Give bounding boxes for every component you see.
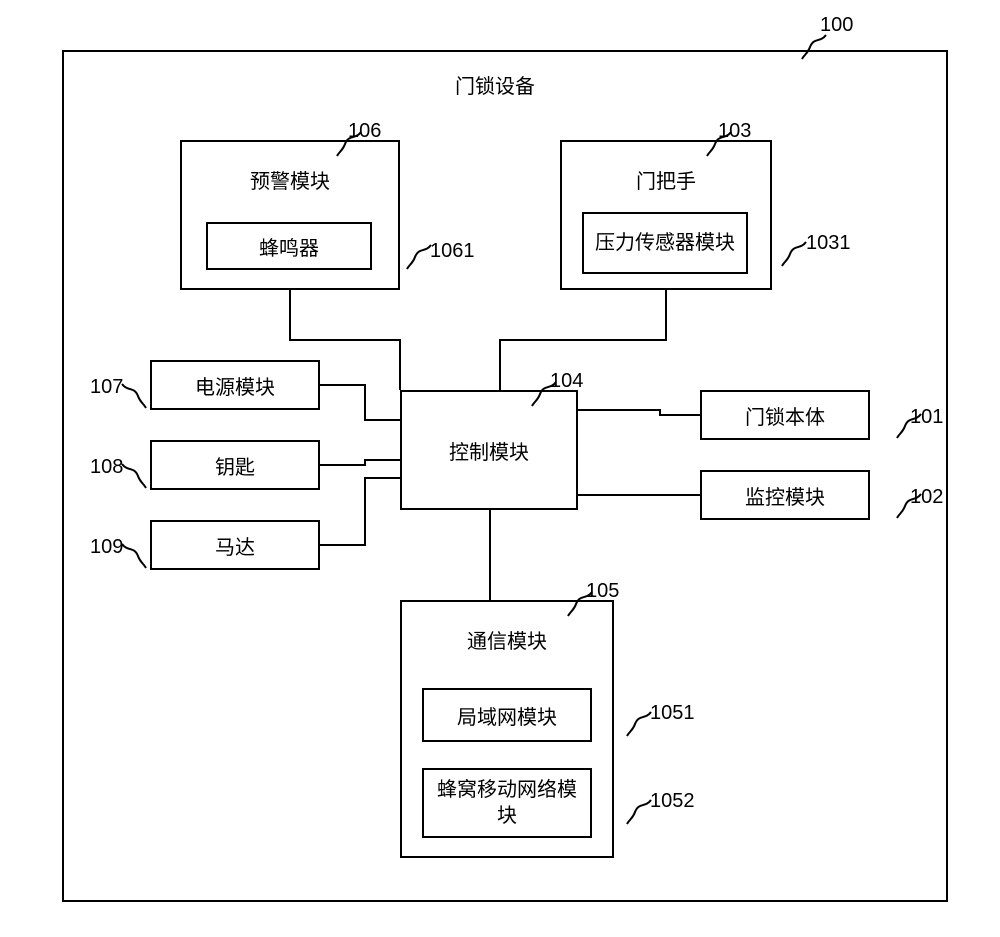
ref-103: 103 [718,120,751,143]
ref-1051: 1051 [650,702,695,725]
box-monitor: 监控模块 [700,470,870,520]
ref-104: 104 [550,370,583,393]
title-alarm_group: 预警模块 [180,165,400,194]
ref-109: 109 [90,536,123,559]
ref-101: 101 [910,406,943,429]
ref-1052: 1052 [650,790,695,813]
box-lockbody: 门锁本体 [700,390,870,440]
box-cellular: 蜂窝移动网络模块 [422,768,592,838]
diagram-canvas: 门锁设备 预警模块蜂鸣器 门把手压力传感器模块电源模块钥匙马达 控制模块 门锁本体监控… [0,0,1000,937]
box-key: 钥匙 [150,440,320,490]
title-comm_group: 通信模块 [400,625,614,654]
ref-105: 105 [586,580,619,603]
box-control: 控制模块 [400,390,578,510]
ref-102: 102 [910,486,943,509]
ref-108: 108 [90,456,123,479]
box-motor: 马达 [150,520,320,570]
box-power: 电源模块 [150,360,320,410]
ref-107: 107 [90,376,123,399]
title-handle_group: 门把手 [560,165,772,194]
ref-100: 100 [820,14,853,37]
box-pressure: 压力传感器模块 [582,212,748,274]
outer-title: 门锁设备 [455,70,535,99]
ref-106: 106 [348,120,381,143]
ref-1031: 1031 [806,232,851,255]
ref-1061: 1061 [430,240,475,263]
box-buzzer: 蜂鸣器 [206,222,372,270]
box-lan: 局域网模块 [422,688,592,742]
